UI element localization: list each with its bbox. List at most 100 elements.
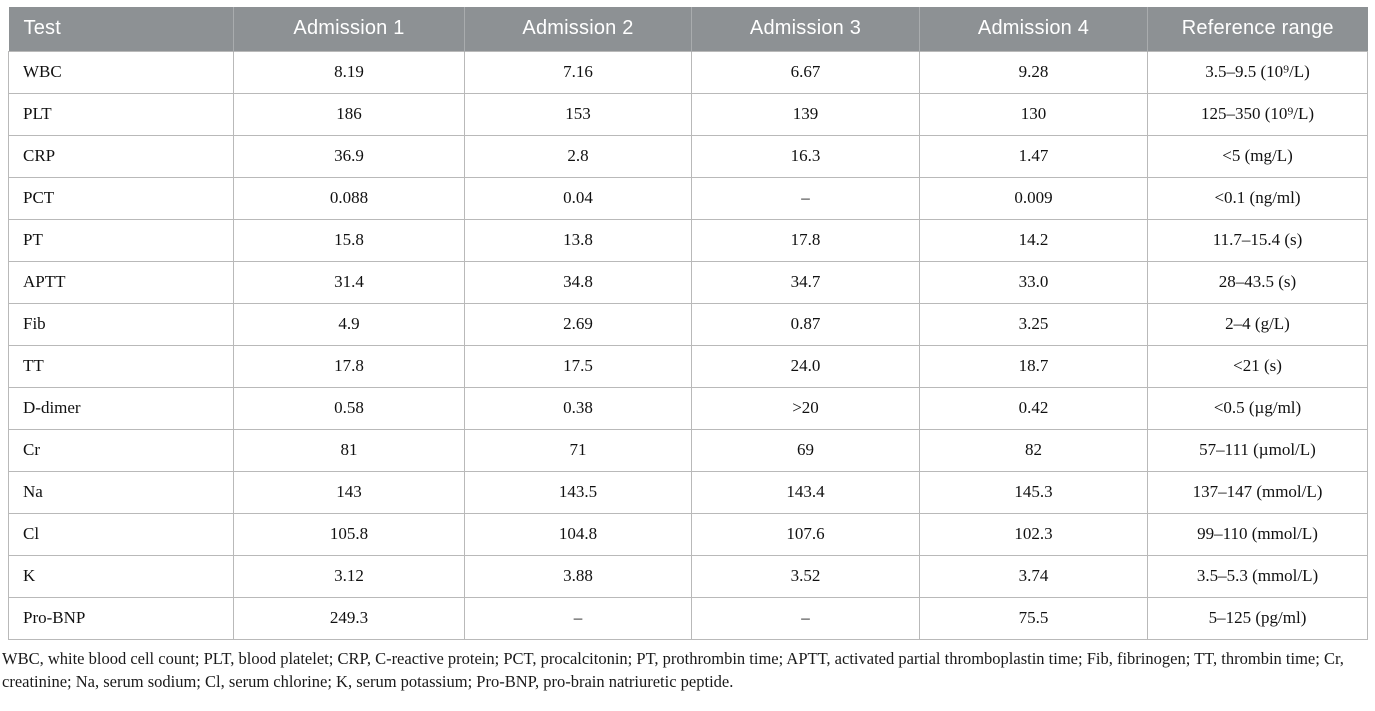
cell-admission-2: 153 bbox=[464, 92, 692, 136]
cell-admission-4: 3.25 bbox=[919, 302, 1148, 346]
cell-reference-range: <0.5 (µg/ml) bbox=[1147, 386, 1368, 430]
table-row: Pro-BNP 249.3– –75.5 5–125 (pg/ml) bbox=[8, 596, 1368, 640]
cell-admission-2: 0.38 bbox=[464, 386, 692, 430]
table-row: WBC 8.19 7.16 6.67 9.28 3.5–9.5 (10⁹/L) bbox=[8, 50, 1368, 94]
cell-admission-2: 0.04 bbox=[464, 176, 692, 220]
table-row: PLT 186 153 139 130 125–350 (10⁹/L) bbox=[8, 92, 1368, 136]
header-row: Test Admission 1 Admission 2 Admission 3… bbox=[8, 7, 1368, 51]
cell-admission-4: 18.7 bbox=[919, 344, 1148, 388]
cell-reference-range: 5–125 (pg/ml) bbox=[1147, 596, 1368, 640]
table-row: Cr 81 71 69 82 57–111 (µmol/L) bbox=[8, 428, 1368, 472]
cell-reference-range: 125–350 (10⁹/L) bbox=[1147, 92, 1368, 136]
cell-admission-3: 34.7 bbox=[691, 260, 920, 304]
cell-admission-2: 2.69 bbox=[464, 302, 692, 346]
cell-test: D-dimer bbox=[8, 386, 234, 430]
cell-test: WBC bbox=[8, 50, 234, 94]
cell-admission-2: 17.5 bbox=[464, 344, 692, 388]
cell-admission-3: 3.52 bbox=[691, 554, 920, 598]
cell-admission-3: 17.8 bbox=[691, 218, 920, 262]
cell-admission-1: 143 bbox=[233, 470, 465, 514]
cell-admission-1: 0.088 bbox=[233, 176, 465, 220]
cell-admission-2: 2.8 bbox=[464, 134, 692, 178]
cell-admission-3: 16.3 bbox=[691, 134, 920, 178]
cell-reference-range: 137–147 (mmol/L) bbox=[1147, 470, 1368, 514]
lab-results-table: Test Admission 1 Admission 2 Admission 3… bbox=[8, 7, 1368, 640]
lab-results-figure: Test Admission 1 Admission 2 Admission 3… bbox=[2, 7, 1368, 691]
cell-admission-2: 7.16 bbox=[464, 50, 692, 94]
table-row: Fib 4.9 2.69 0.87 3.25 2–4 (g/L) bbox=[8, 302, 1368, 346]
column-header-admission-4: Admission 4 bbox=[919, 7, 1148, 51]
cell-admission-2: 143.5 bbox=[464, 470, 692, 514]
cell-admission-4: 0.42 bbox=[919, 386, 1148, 430]
cell-admission-4: 9.28 bbox=[919, 50, 1148, 94]
cell-admission-4: 145.3 bbox=[919, 470, 1148, 514]
cell-admission-1: 186 bbox=[233, 92, 465, 136]
cell-admission-1: 36.9 bbox=[233, 134, 465, 178]
column-header-reference-range: Reference range bbox=[1147, 7, 1368, 51]
cell-admission-2: 13.8 bbox=[464, 218, 692, 262]
cell-reference-range: <0.1 (ng/ml) bbox=[1147, 176, 1368, 220]
column-header-admission-1: Admission 1 bbox=[233, 7, 465, 51]
cell-test: PLT bbox=[8, 92, 234, 136]
cell-reference-range: 3.5–9.5 (10⁹/L) bbox=[1147, 50, 1368, 94]
cell-admission-4: 3.74 bbox=[919, 554, 1148, 598]
cell-reference-range: 28–43.5 (s) bbox=[1147, 260, 1368, 304]
cell-reference-range: 99–110 (mmol/L) bbox=[1147, 512, 1368, 556]
cell-test: PCT bbox=[8, 176, 234, 220]
cell-admission-3: 143.4 bbox=[691, 470, 920, 514]
cell-admission-1: 249.3 bbox=[233, 596, 465, 640]
table-row: Cl 105.8 104.8 107.6 102.3 99–110 (mmol/L) bbox=[8, 512, 1368, 556]
cell-admission-1: 4.9 bbox=[233, 302, 465, 346]
cell-admission-3: >20 bbox=[691, 386, 920, 430]
cell-admission-3: – bbox=[691, 176, 920, 220]
cell-reference-range: <5 (mg/L) bbox=[1147, 134, 1368, 178]
cell-admission-2: 3.88 bbox=[464, 554, 692, 598]
cell-admission-1: 15.8 bbox=[233, 218, 465, 262]
cell-admission-3: 0.87 bbox=[691, 302, 920, 346]
cell-reference-range: <21 (s) bbox=[1147, 344, 1368, 388]
cell-reference-range: 57–111 (µmol/L) bbox=[1147, 428, 1368, 472]
cell-admission-3: 69 bbox=[691, 428, 920, 472]
table-row: CRP 36.9 2.8 16.3 1.47 <5 (mg/L) bbox=[8, 134, 1368, 178]
table-row: PT 15.8 13.8 17.8 14.2 11.7–15.4 (s) bbox=[8, 218, 1368, 262]
table-row: K 3.12 3.88 3.52 3.74 3.5–5.3 (mmol/L) bbox=[8, 554, 1368, 598]
cell-admission-1: 17.8 bbox=[233, 344, 465, 388]
cell-admission-2: – bbox=[464, 596, 692, 640]
cell-admission-1: 0.58 bbox=[233, 386, 465, 430]
cell-admission-1: 3.12 bbox=[233, 554, 465, 598]
cell-test: Cr bbox=[8, 428, 234, 472]
cell-reference-range: 11.7–15.4 (s) bbox=[1147, 218, 1368, 262]
cell-admission-1: 8.19 bbox=[233, 50, 465, 94]
cell-admission-4: 102.3 bbox=[919, 512, 1148, 556]
cell-admission-3: 24.0 bbox=[691, 344, 920, 388]
cell-admission-1: 81 bbox=[233, 428, 465, 472]
cell-reference-range: 3.5–5.3 (mmol/L) bbox=[1147, 554, 1368, 598]
cell-test: K bbox=[8, 554, 234, 598]
cell-test: Pro-BNP bbox=[8, 596, 234, 640]
table-row: D-dimer 0.58 0.38 >20 0.42 <0.5 (µg/ml) bbox=[8, 386, 1368, 430]
cell-admission-3: 6.67 bbox=[691, 50, 920, 94]
cell-admission-1: 105.8 bbox=[233, 512, 465, 556]
table-row: PCT 0.088 0.04–0.009 <0.1 (ng/ml) bbox=[8, 176, 1368, 220]
table-footnote: WBC, white blood cell count; PLT, blood … bbox=[2, 648, 1344, 691]
table-row: APTT 31.4 34.8 34.7 33.0 28–43.5 (s) bbox=[8, 260, 1368, 304]
cell-admission-3: 107.6 bbox=[691, 512, 920, 556]
cell-admission-3: 139 bbox=[691, 92, 920, 136]
column-header-admission-3: Admission 3 bbox=[691, 7, 920, 51]
cell-admission-4: 14.2 bbox=[919, 218, 1148, 262]
cell-admission-4: 33.0 bbox=[919, 260, 1148, 304]
cell-admission-4: 130 bbox=[919, 92, 1148, 136]
cell-test: Cl bbox=[8, 512, 234, 556]
column-header-admission-2: Admission 2 bbox=[464, 7, 692, 51]
cell-test: Fib bbox=[8, 302, 234, 346]
cell-admission-4: 1.47 bbox=[919, 134, 1148, 178]
cell-admission-2: 34.8 bbox=[464, 260, 692, 304]
cell-test: Na bbox=[8, 470, 234, 514]
table-row: TT 17.8 17.5 24.0 18.7 <21 (s) bbox=[8, 344, 1368, 388]
cell-test: TT bbox=[8, 344, 234, 388]
cell-admission-3: – bbox=[691, 596, 920, 640]
cell-admission-1: 31.4 bbox=[233, 260, 465, 304]
table-body: WBC 8.19 7.16 6.67 9.28 3.5–9.5 (10⁹/L) PLT 186… bbox=[8, 50, 1368, 640]
cell-test: PT bbox=[8, 218, 234, 262]
cell-reference-range: 2–4 (g/L) bbox=[1147, 302, 1368, 346]
